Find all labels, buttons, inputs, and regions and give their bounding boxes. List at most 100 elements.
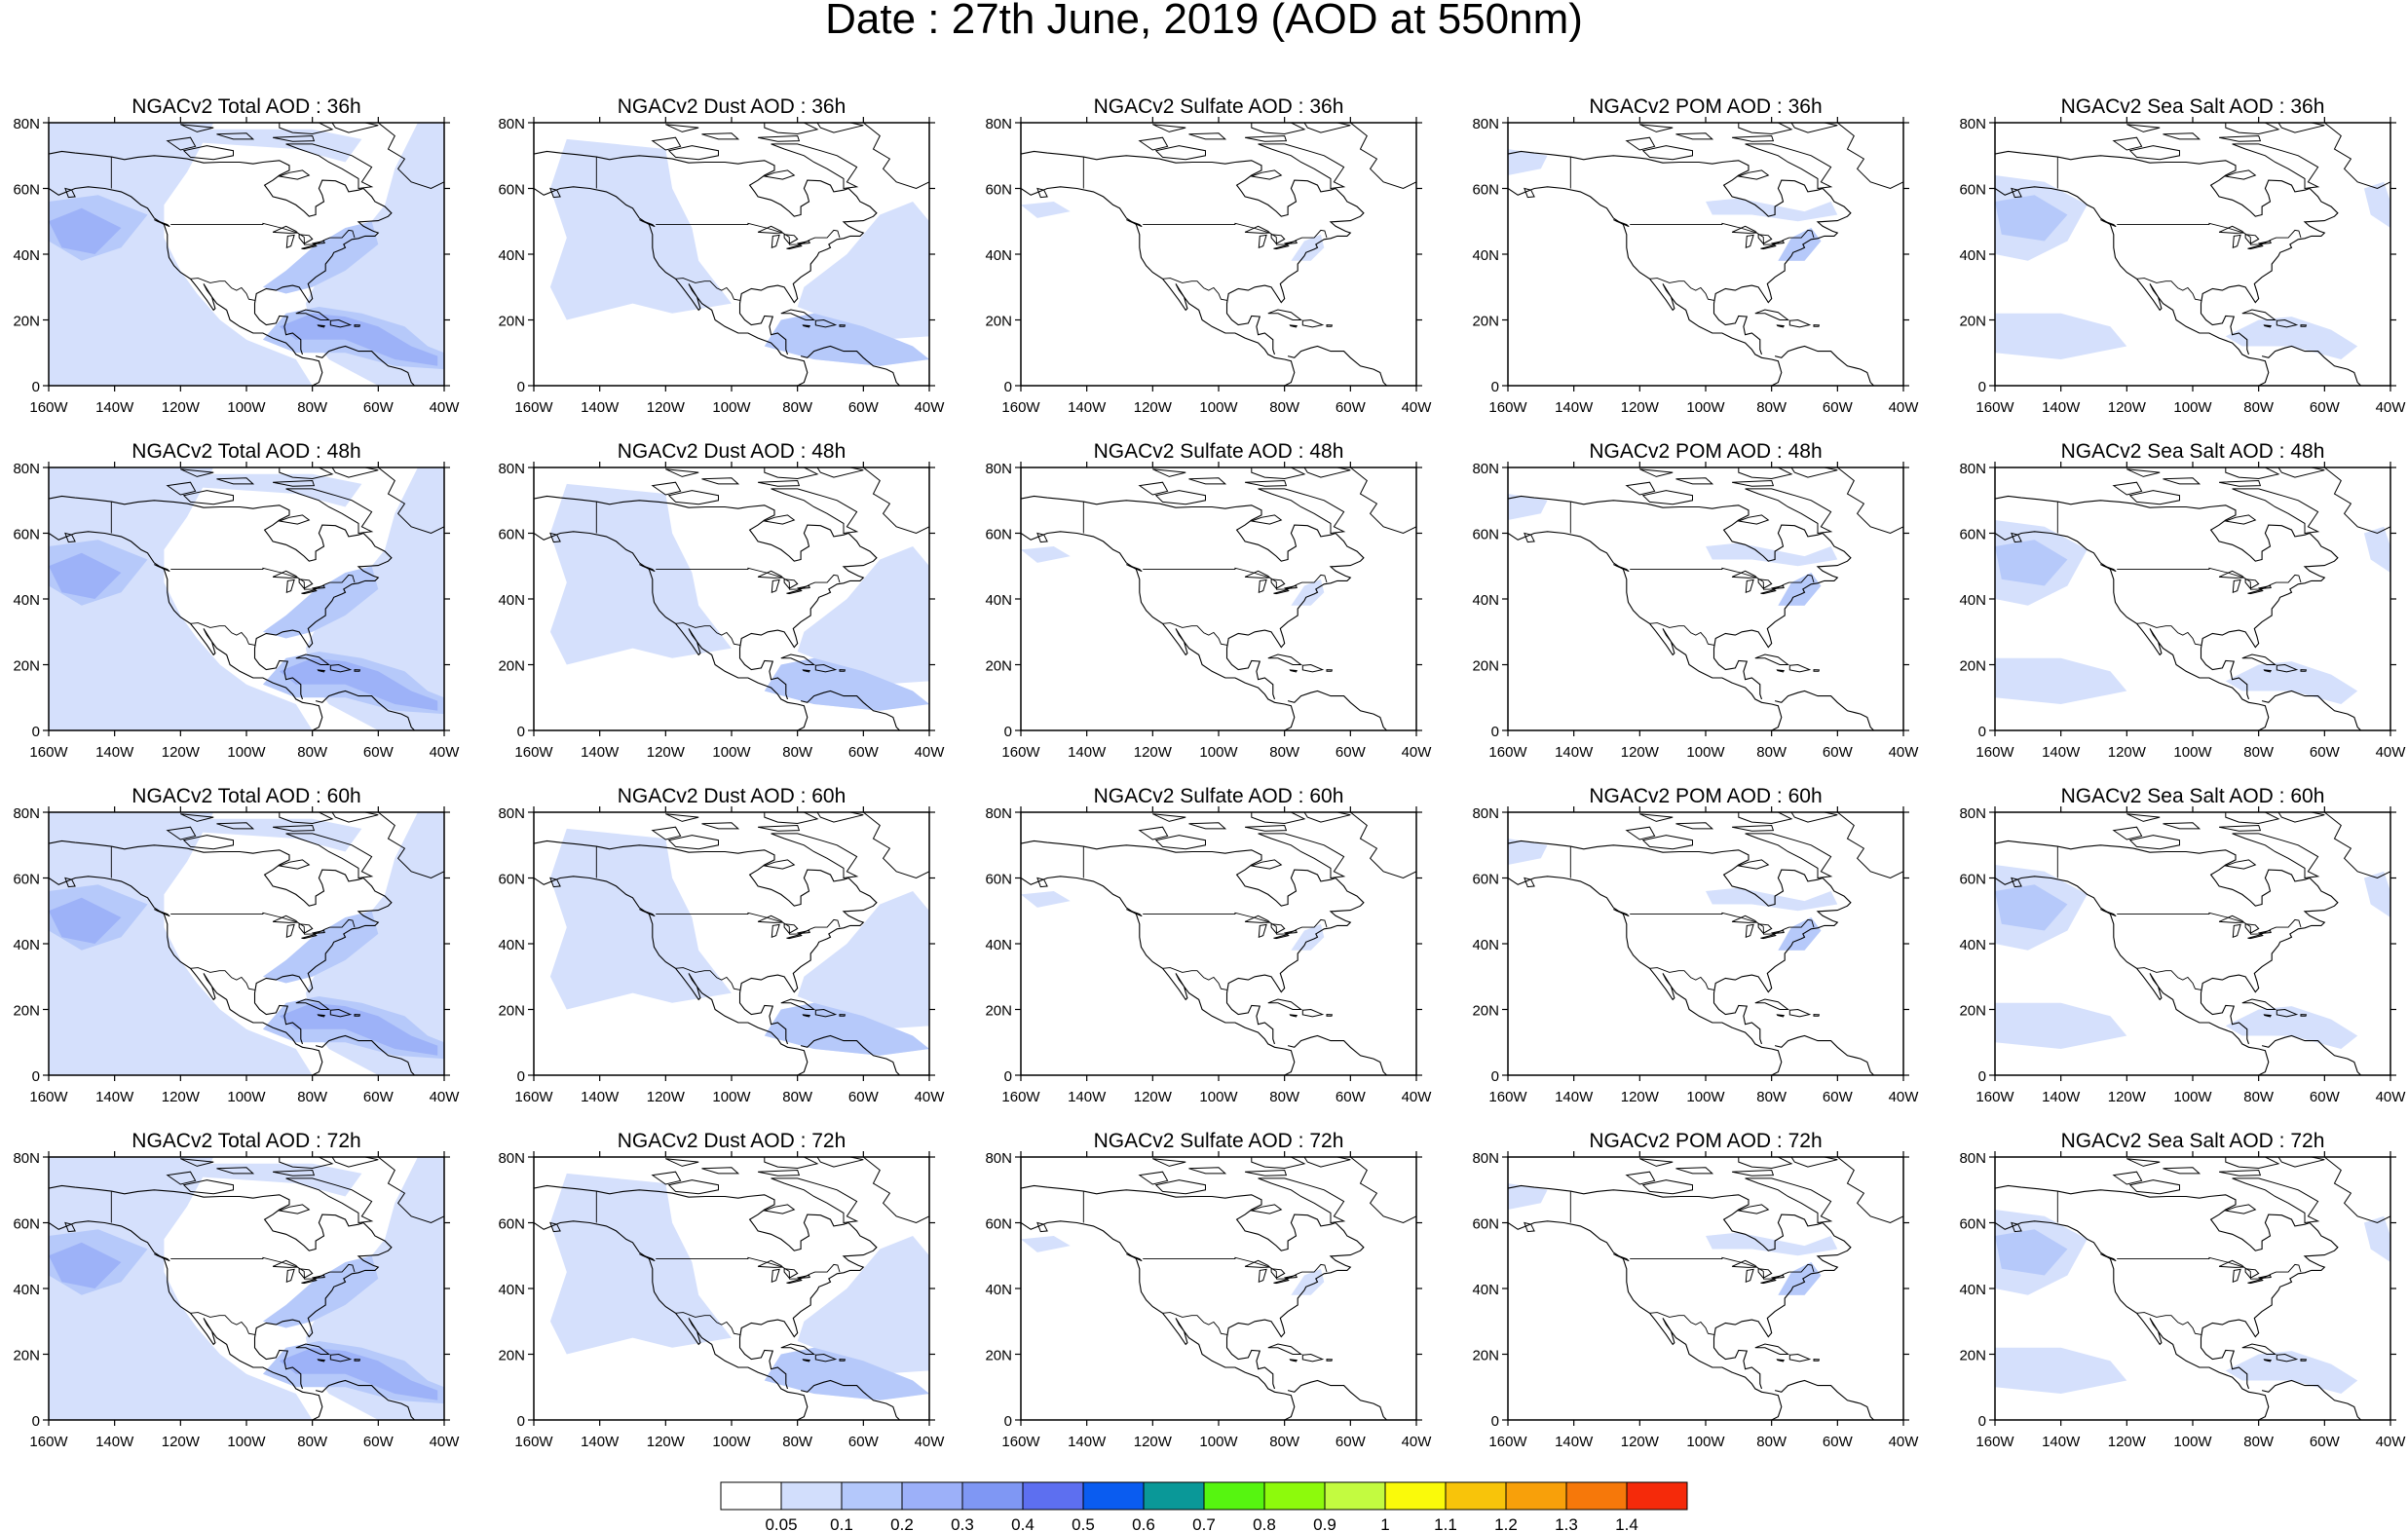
lon-tick-label: 60W [1823, 744, 1854, 761]
lon-tick-label: 60W [848, 744, 880, 761]
island-outline [1625, 136, 1656, 151]
lon-tick-label: 120W [162, 1434, 201, 1450]
lat-tick-label: 80N [985, 1150, 1012, 1167]
lake-outline [786, 244, 803, 250]
lake-outline [2247, 1279, 2264, 1285]
lake-outline [272, 915, 299, 923]
island-outline [1776, 1359, 1785, 1363]
lake-outline [1731, 1259, 1758, 1268]
lake-outline [1745, 1268, 1754, 1284]
lat-tick-label: 0 [1491, 724, 1499, 740]
lon-tick-label: 100W [1686, 1434, 1725, 1450]
island-outline [862, 123, 929, 190]
coastline [800, 690, 900, 730]
coastline [1995, 1220, 2270, 1420]
colorbar-label: 0.7 [1192, 1515, 1216, 1531]
aod-field-region [1995, 1229, 2068, 1276]
island-outline [549, 532, 561, 543]
island-outline [862, 1157, 929, 1224]
lat-tick-label: 0 [1978, 724, 1986, 740]
lat-tick-label: 60N [498, 182, 525, 199]
coastline [1021, 150, 1336, 217]
country-border [1630, 567, 1815, 590]
lat-tick-label: 60N [1959, 1216, 1986, 1233]
map-plot-area [1021, 123, 1416, 386]
map-plot-area [1021, 812, 1416, 1075]
island-outline [2323, 812, 2390, 879]
island-outline [1738, 467, 1793, 480]
lake-outline [757, 570, 784, 579]
map-panel: NGACv2 Sea Salt AOD : 48h 0 20N 40N 60N 80N 16… [1959, 440, 2406, 761]
lon-tick-label: 160W [1488, 744, 1527, 761]
panel-title: NGACv2 Sea Salt AOD : 36h [2061, 95, 2325, 118]
island-outline [154, 1253, 170, 1262]
lat-tick-label: 80N [13, 116, 40, 132]
lake-outline [786, 1279, 803, 1285]
lat-tick-label: 60N [1959, 182, 1986, 199]
lon-tick-label: 160W [29, 1089, 68, 1105]
lake-outline [1244, 1259, 1271, 1268]
island-outline [154, 219, 170, 228]
country-border [1162, 1312, 1228, 1336]
lon-tick-label: 40W [430, 1434, 461, 1450]
island-outline [1249, 859, 1283, 870]
island-outline [2241, 309, 2277, 320]
island-outline [273, 824, 316, 832]
lat-tick-label: 20N [498, 314, 525, 330]
island-outline [216, 132, 255, 140]
lat-tick-label: 60N [498, 527, 525, 543]
island-outline [2100, 564, 2117, 573]
lon-tick-label: 160W [1975, 1434, 2014, 1450]
aod-field-region [1995, 313, 2127, 359]
lake-outline [298, 1268, 314, 1279]
lat-tick-label: 40N [1472, 247, 1499, 264]
lon-tick-label: 120W [647, 399, 686, 416]
island-outline [2126, 813, 2161, 822]
island-outline [1349, 467, 1416, 535]
island-outline [758, 824, 801, 832]
island-outline [2300, 324, 2308, 327]
lake-outline [1745, 923, 1754, 939]
island-outline [377, 123, 444, 190]
island-outline [1625, 1171, 1656, 1185]
colorbar-label: 1.1 [1434, 1515, 1457, 1531]
lake-outline [2244, 923, 2260, 934]
country-border [170, 1256, 356, 1280]
island-outline [1138, 136, 1169, 151]
country-border [1143, 567, 1328, 590]
island-outline [2225, 467, 2280, 480]
lake-outline [2218, 915, 2245, 923]
country-border [2136, 278, 2202, 302]
island-outline [1258, 833, 1346, 879]
lon-tick-label: 160W [1975, 1089, 2014, 1105]
lake-outline [285, 234, 295, 249]
island-outline [771, 833, 859, 879]
island-outline [2011, 187, 2022, 199]
lat-tick-label: 40N [498, 937, 525, 953]
island-outline [377, 467, 444, 535]
lon-tick-label: 80W [782, 399, 813, 416]
island-outline [277, 859, 311, 870]
island-outline [839, 669, 847, 672]
island-outline [182, 490, 234, 505]
lon-tick-label: 40W [2376, 399, 2407, 416]
lat-tick-label: 40N [13, 592, 40, 609]
coastline [49, 150, 364, 217]
island-outline [1675, 1167, 1714, 1175]
island-outline [1289, 1359, 1298, 1363]
lon-tick-label: 60W [1336, 1434, 1367, 1450]
lat-tick-label: 80N [13, 1150, 40, 1167]
island-outline [549, 877, 561, 888]
island-outline [1245, 479, 1288, 487]
island-outline [665, 468, 699, 477]
lat-tick-label: 80N [498, 1150, 525, 1167]
aod-field-region [1021, 202, 1071, 218]
island-outline [816, 467, 864, 478]
island-outline [317, 1359, 325, 1363]
lon-tick-label: 100W [2173, 399, 2212, 416]
lake-outline [1270, 234, 1286, 244]
island-outline [2225, 123, 2280, 135]
island-outline [1754, 1343, 1790, 1355]
island-outline [279, 123, 334, 135]
